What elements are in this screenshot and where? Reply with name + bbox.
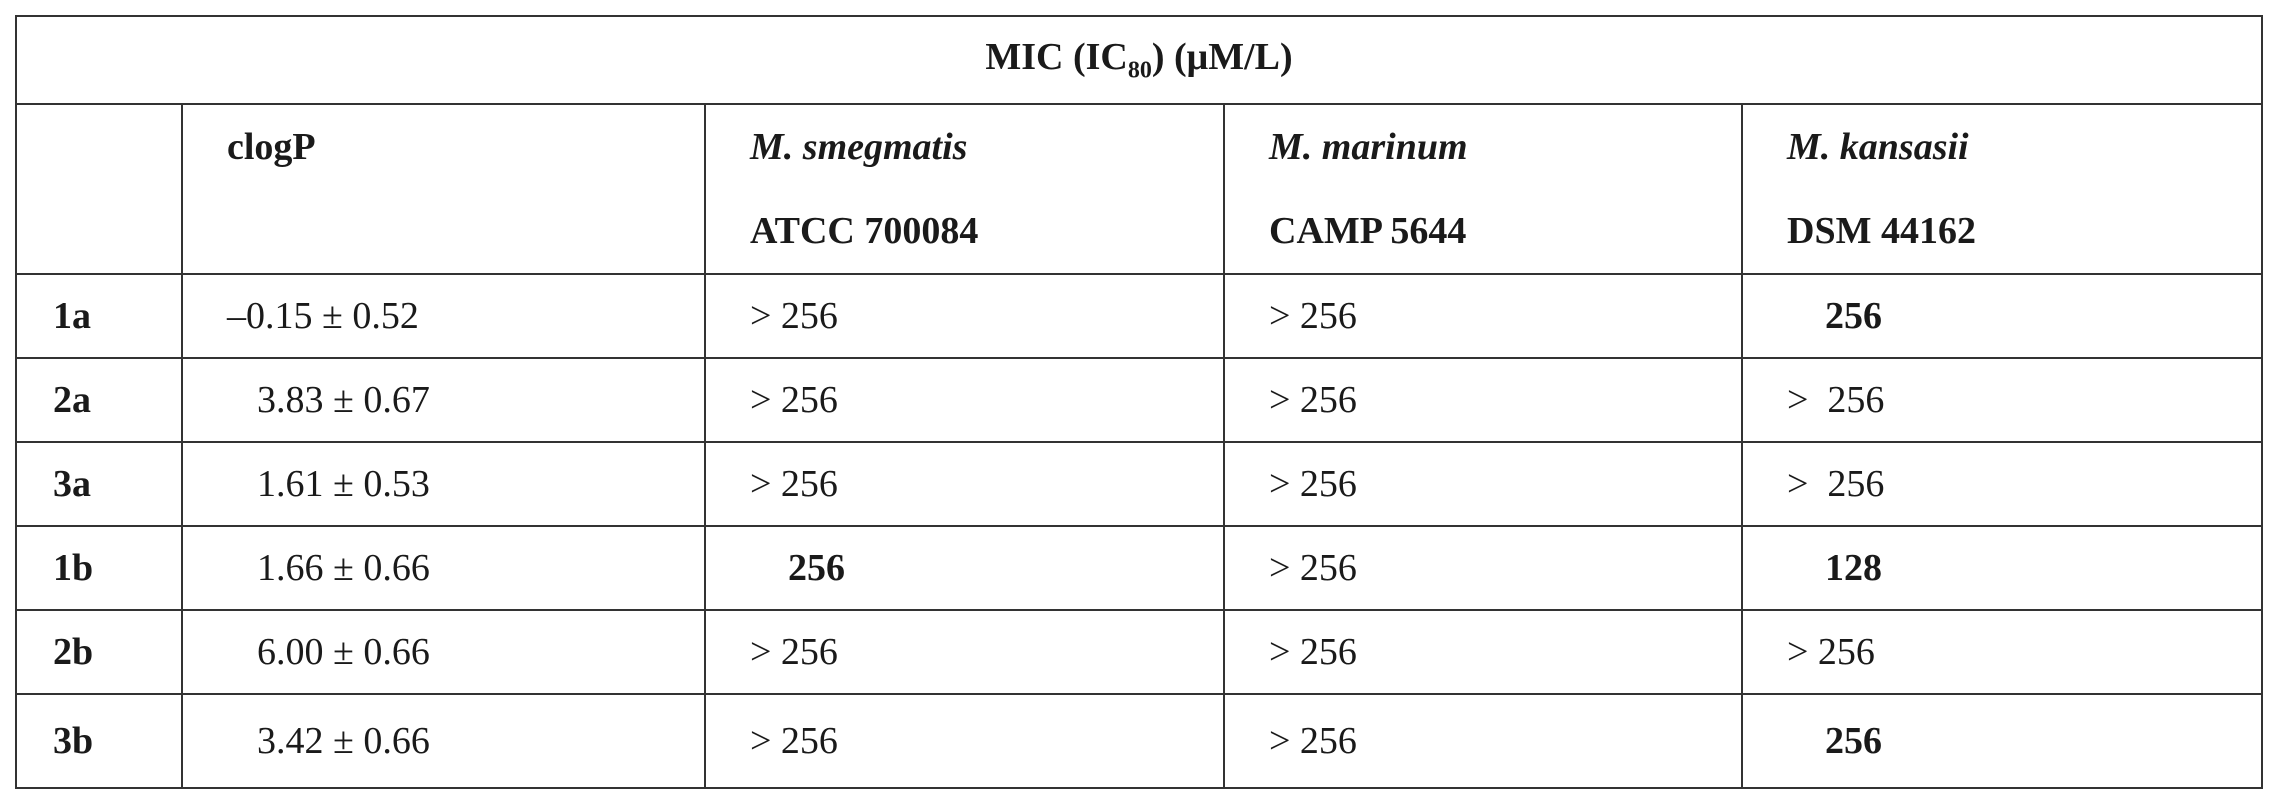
row-label: 2a xyxy=(15,357,183,443)
mic-cell: > 256 xyxy=(1223,441,1743,527)
mic-cell: > 256 xyxy=(1740,357,2264,443)
mic-cell: > 256 xyxy=(704,357,1225,443)
header-strain: ATCC 700084 xyxy=(750,210,979,252)
mic-cell: > 256 xyxy=(1223,693,1743,789)
mic-cell: > 256 xyxy=(704,273,1225,359)
header-cell: M. kansasii DSM 44162 xyxy=(1740,103,2264,275)
header-row: clogP M. smegmatis ATCC 700084 M. marinum… xyxy=(15,103,2264,275)
mic-cell: > 256 xyxy=(1223,525,1743,611)
clogp-cell: 1.66 ± 0.66 xyxy=(181,525,706,611)
mic-cell: 256 xyxy=(1740,693,2264,789)
header-species: M. marinum xyxy=(1269,126,1468,168)
header-species: M. kansasii xyxy=(1787,126,1969,168)
mic-cell: 256 xyxy=(1740,273,2264,359)
clogp-cell: 3.83 ± 0.67 xyxy=(181,357,706,443)
mic-cell: > 256 xyxy=(1223,609,1743,695)
title-row: MIC (IC80) (μM/L) xyxy=(14,15,2264,105)
row-label: 1a xyxy=(15,273,183,359)
mic-cell: > 256 xyxy=(1740,609,2264,695)
clogp-cell: 3.42 ± 0.66 xyxy=(181,693,706,789)
mic-cell: 256 xyxy=(704,525,1225,611)
mic-cell: > 256 xyxy=(704,609,1225,695)
mic-cell: > 256 xyxy=(704,441,1225,527)
header-cell xyxy=(15,103,183,275)
body-row: 2b 6.00 ± 0.66 > 256 > 256 > 256 xyxy=(15,609,2264,695)
row-label: 3a xyxy=(15,441,183,527)
body-row: 1b 1.66 ± 0.66 256 > 256 128 xyxy=(15,525,2264,611)
header-species: M. smegmatis xyxy=(750,126,968,168)
body-row: 3b 3.42 ± 0.66 > 256 > 256 256 xyxy=(15,693,2264,789)
header-strain: CAMP 5644 xyxy=(1269,210,1467,252)
clogp-cell: 6.00 ± 0.66 xyxy=(181,609,706,695)
mic-cell: > 256 xyxy=(1223,273,1743,359)
body-row: 1a –0.15 ± 0.52 > 256 > 256 256 xyxy=(15,273,2264,359)
title-cell: MIC (IC80) (μM/L) xyxy=(14,15,2264,105)
header-cell: M. marinum CAMP 5644 xyxy=(1223,103,1743,275)
title-subscript: 80 xyxy=(1127,57,1152,84)
mic-cell: 128 xyxy=(1740,525,2264,611)
body-row: 2a 3.83 ± 0.67 > 256 > 256 > 256 xyxy=(15,357,2264,443)
title-unit: ) (μM/L) xyxy=(1151,36,1293,79)
clogp-cell: 1.61 ± 0.53 xyxy=(181,441,706,527)
body-row: 3a 1.61 ± 0.53 > 256 > 256 > 256 xyxy=(15,441,2264,527)
header-strain: DSM 44162 xyxy=(1787,210,1976,252)
header-text: clogP xyxy=(227,126,316,168)
mic-cell: > 256 xyxy=(1740,441,2264,527)
header-cell: M. smegmatis ATCC 700084 xyxy=(704,103,1225,275)
mic-cell: > 256 xyxy=(1223,357,1743,443)
clogp-cell: –0.15 ± 0.52 xyxy=(181,273,706,359)
mic-cell: > 256 xyxy=(704,693,1225,789)
header-cell: clogP xyxy=(181,103,706,275)
title: MIC (IC xyxy=(985,36,1128,79)
row-label: 1b xyxy=(15,525,183,611)
mic-table: MIC (IC80) (μM/L) clogP M. smegmatis ATCC… xyxy=(14,15,2264,789)
row-label: 2b xyxy=(15,609,183,695)
row-label: 3b xyxy=(15,693,183,789)
